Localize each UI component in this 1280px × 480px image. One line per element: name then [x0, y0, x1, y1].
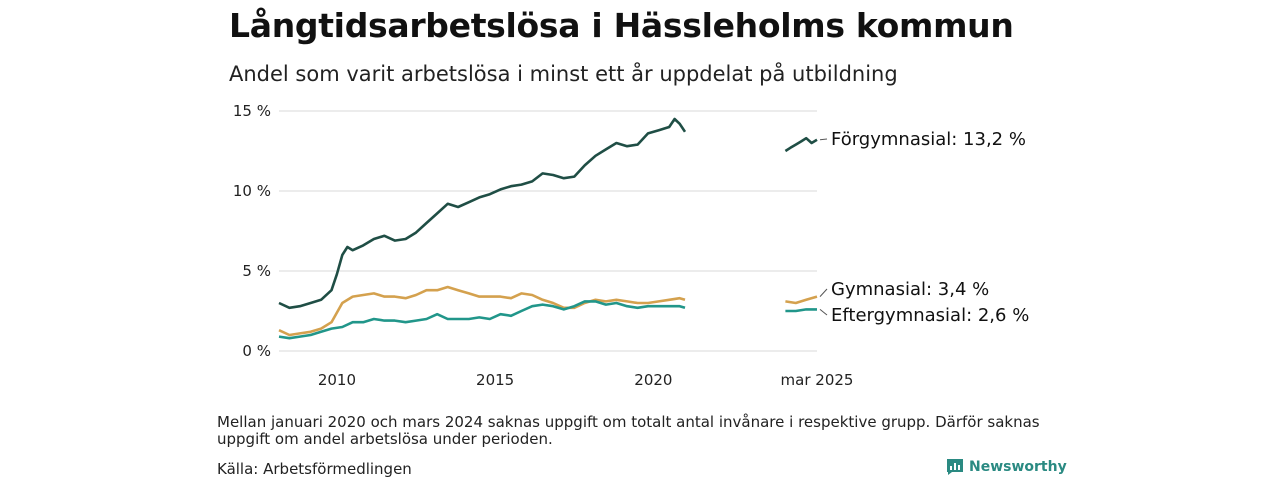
- series-line-gymnasial: [278, 285, 686, 337]
- label-connector-eftergymnasial: [819, 309, 828, 316]
- chart-title: Långtidsarbetslösa i Hässleholms kommun: [229, 6, 1014, 45]
- y-tick-label: 0 %: [242, 342, 271, 360]
- series-label-forgymnasial: Förgymnasial: 13,2 %: [831, 129, 1026, 150]
- series-line-gymnasial: [785, 295, 818, 305]
- series-line-forgymnasial: [784, 136, 818, 153]
- label-connector-gymnasial: [819, 288, 828, 297]
- y-tick-label: 5 %: [242, 262, 271, 280]
- x-tick-label: 2020: [634, 371, 672, 389]
- x-tick-label: 2015: [476, 371, 514, 389]
- gridlines: [279, 110, 817, 352]
- series-end-labels: Förgymnasial: 13,2 % Gymnasial: 3,4 % Efte…: [819, 129, 1029, 326]
- series-lines: [278, 117, 818, 340]
- series-label-gymnasial: Gymnasial: 3,4 %: [831, 279, 989, 300]
- label-connector-forgymnasial: [819, 138, 828, 141]
- chart-subtitle: Andel som varit arbetslösa i minst ett å…: [229, 62, 898, 86]
- series-line-eftergymnasial: [278, 300, 686, 340]
- x-axis-ticks: 2010 2015 2020 mar 2025: [318, 371, 854, 389]
- footnote: Mellan januari 2020 och mars 2024 saknas…: [217, 413, 1040, 448]
- series-label-eftergymnasial: Eftergymnasial: 2,6 %: [831, 305, 1029, 326]
- brand-logo: Newsworthy: [946, 458, 1067, 476]
- series-line-forgymnasial: [278, 117, 687, 310]
- newsworthy-logo-icon: [947, 459, 963, 475]
- y-axis-ticks: 0 % 5 % 10 % 15 %: [233, 102, 271, 360]
- brand-name: Newsworthy: [969, 459, 1067, 475]
- source-text: Källa: Arbetsförmedlingen: [217, 460, 412, 478]
- y-tick-label: 10 %: [233, 182, 271, 200]
- x-tick-label: 2010: [318, 371, 356, 389]
- line-chart: 0 % 5 % 10 % 15 % 2010 2015 2020 mar 2025 Förg…: [233, 102, 1029, 389]
- y-tick-label: 15 %: [233, 102, 271, 120]
- series-line-eftergymnasial: [785, 308, 817, 313]
- x-tick-label-end: mar 2025: [781, 371, 854, 389]
